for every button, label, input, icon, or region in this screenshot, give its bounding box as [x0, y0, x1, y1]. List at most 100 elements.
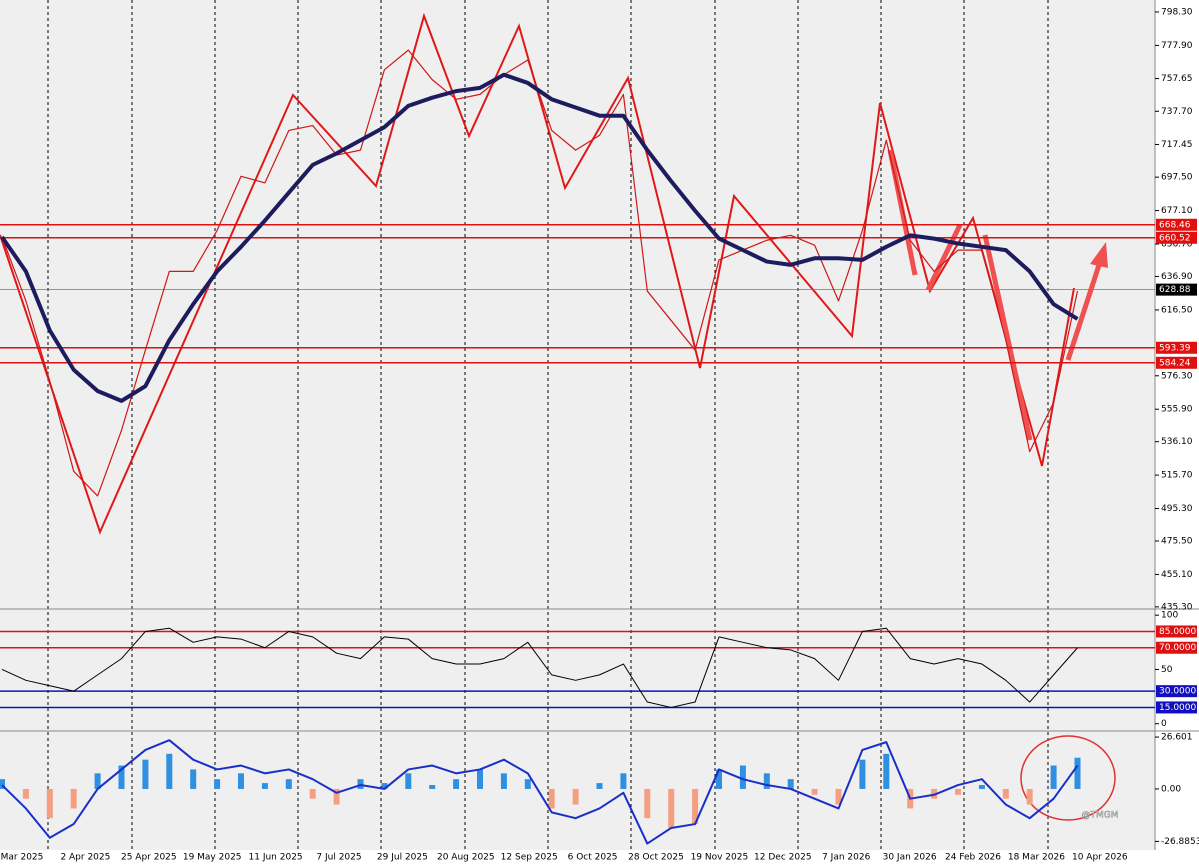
histogram-bar: [883, 753, 890, 789]
y-tick-label: 576.30: [1161, 371, 1193, 381]
x-tick-label: 12 Sep 2025: [501, 853, 558, 863]
y-tick-label: 717.45: [1161, 140, 1193, 150]
histogram-bar: [70, 788, 77, 809]
histogram-bar: [811, 788, 818, 795]
level-label-bg: [1156, 341, 1197, 354]
histogram-bar: [500, 773, 507, 789]
level-label-bg: [1156, 283, 1197, 296]
histogram-bar: [955, 788, 961, 795]
histogram-bar: [261, 783, 268, 789]
histogram-bar: [309, 788, 316, 799]
x-tick-label: 6 Oct 2025: [568, 853, 618, 863]
plot-bg: [0, 0, 1155, 850]
level-label-bg: [1156, 231, 1197, 244]
level-label: 70.0000: [1159, 643, 1196, 653]
y-tick-label: 475.50: [1161, 536, 1193, 546]
watermark: @TMGM: [1081, 811, 1118, 821]
histogram-bar: [1050, 765, 1057, 789]
histogram-bar: [22, 788, 29, 799]
x-tick-label: Mar 2025: [1, 853, 44, 863]
y-tick-label: 0.00: [1161, 784, 1181, 794]
y-tick-label: 495.30: [1161, 504, 1193, 514]
x-tick-label: 25 Apr 2025: [121, 853, 177, 863]
histogram-bar: [620, 773, 627, 789]
histogram-bar: [46, 788, 53, 819]
level-label: 593.39: [1159, 343, 1191, 353]
histogram-bar: [118, 765, 125, 789]
zigzag-annotation: [0, 12, 1075, 535]
histogram-bar: [142, 759, 149, 789]
y-tick-label: 536.10: [1161, 437, 1193, 447]
x-tick-label: 18 Mar 2026: [1008, 853, 1065, 863]
level-label: 15.0000: [1159, 703, 1196, 713]
histogram-bar: [835, 788, 842, 805]
histogram-bar: [429, 785, 436, 789]
histogram-bar: [739, 765, 746, 789]
histogram-bar: [716, 769, 722, 789]
y-tick-label: 555.90: [1161, 405, 1193, 415]
level-label-bg: [1156, 641, 1197, 654]
histogram-bar: [285, 779, 292, 789]
y-tick-label: 455.10: [1161, 570, 1193, 580]
y-tick-label: 100: [1161, 611, 1178, 621]
x-tick-label: 2 Apr 2025: [60, 853, 110, 863]
histogram-bar: [1026, 788, 1033, 805]
series-line: [1, 739, 1079, 845]
histogram-bar: [524, 779, 531, 789]
level-label: 628.88: [1159, 285, 1191, 295]
x-tick-label: 19 May 2025: [183, 853, 242, 863]
y-tick-label: 50: [1161, 665, 1173, 675]
x-tick-label: 12 Dec 2025: [754, 853, 812, 863]
histogram-bar: [548, 788, 555, 809]
x-tick-label: 24 Feb 2026: [945, 853, 1001, 863]
histogram-bar: [381, 783, 388, 789]
histogram-bar: [405, 773, 412, 789]
y-tick-label: 677.10: [1161, 206, 1193, 216]
x-tick-label: 19 Nov 2025: [691, 853, 749, 863]
histogram-bar: [763, 773, 770, 789]
level-label-bg: [1156, 218, 1197, 231]
histogram-bar: [787, 779, 794, 789]
y-tick-label: 0: [1161, 719, 1167, 729]
histogram-bar: [94, 773, 101, 789]
y-tick-label: 656.70: [1161, 240, 1193, 250]
histogram-bar: [692, 788, 699, 825]
x-tick-label: 7 Jan 2026: [822, 853, 870, 863]
histogram-bar: [453, 779, 460, 789]
series-line: [1, 49, 1079, 497]
histogram-bar: [214, 779, 221, 789]
histogram-bar: [572, 788, 579, 805]
level-label-bg: [1156, 685, 1197, 698]
level-label-bg: [1156, 356, 1197, 369]
level-label: 668.46: [1159, 220, 1191, 230]
histogram-bar: [859, 759, 866, 789]
level-label-bg: [1156, 701, 1197, 714]
histogram-bar: [333, 788, 340, 805]
histogram-bar: [166, 753, 173, 789]
series-line: [1, 627, 1078, 708]
level-label: 584.24: [1159, 358, 1191, 368]
histogram-bar: [0, 779, 5, 789]
x-tick-label: 7 Jul 2025: [316, 853, 361, 863]
histogram-bar: [668, 788, 675, 828]
series-line: [0, 72, 1079, 403]
histogram-bar: [978, 785, 985, 789]
x-tick-label: 11 Jun 2025: [249, 853, 303, 863]
level-label-bg: [1156, 625, 1197, 638]
x-tick-label: 20 Aug 2025: [437, 853, 495, 863]
y-tick-label: 435.30: [1161, 602, 1193, 612]
y-tick-label: 636.90: [1161, 272, 1193, 282]
y-tick-label: -26.8853: [1161, 837, 1199, 847]
histogram-bar: [1002, 788, 1009, 799]
y-tick-label: 757.65: [1161, 74, 1193, 84]
histogram-bar: [596, 783, 603, 789]
y-tick-label: 737.70: [1161, 107, 1193, 117]
level-label: 30.0000: [1159, 687, 1196, 697]
x-tick-label: 30 Jan 2026: [883, 853, 937, 863]
histogram-bar: [1074, 757, 1081, 789]
y-tick-label: 798.30: [1161, 7, 1193, 17]
level-label: 660.52: [1159, 233, 1191, 243]
x-tick-label: 10 Apr 2026: [1072, 853, 1128, 863]
histogram-bar: [238, 773, 244, 789]
y-tick-label: 26.601: [1161, 733, 1193, 743]
